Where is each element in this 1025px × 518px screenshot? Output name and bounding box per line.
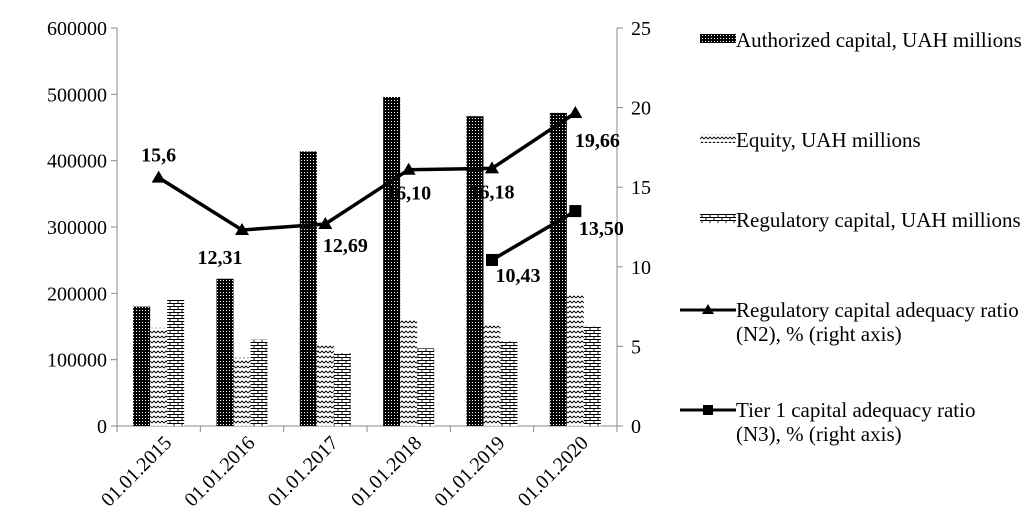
data-label: 19,66 — [575, 130, 620, 152]
x-tick-label: 01.01.2020 — [514, 432, 593, 511]
legend-label: Regulatory capital, UAH millions — [736, 208, 1021, 232]
y2-tick-label: 25 — [631, 18, 651, 40]
bar — [316, 344, 334, 426]
line — [157, 111, 577, 232]
bar — [299, 151, 317, 426]
bar — [167, 299, 185, 426]
bar — [250, 339, 268, 426]
legend-label: Equity, UAH millions — [736, 128, 921, 152]
x-tick-label: 01.01.2015 — [97, 432, 176, 511]
legend-label: Tier 1 capital adequacy ratio (N3), % (r… — [736, 398, 976, 446]
legend-item: Authorized capital, UAH millions — [680, 28, 1025, 52]
y-tick-label: 600000 — [47, 18, 107, 40]
line-marker — [486, 253, 498, 266]
legend-swatch — [680, 405, 736, 415]
chart: 0 100000 200000 300000 400000 500000 600000 0 5 1… — [47, 18, 651, 511]
legend-item: Regulatory capital, UAH millions — [680, 208, 1025, 232]
y2-tick-label: 0 — [631, 416, 641, 438]
bar — [216, 278, 234, 426]
bar — [400, 319, 418, 426]
bar — [566, 293, 584, 426]
bar — [466, 116, 484, 427]
data-label: 12,31 — [198, 247, 243, 269]
y-tick-label: 400000 — [47, 151, 107, 173]
legend-label: Regulatory capital adequacy ratio (N2), … — [736, 298, 1019, 346]
legend-swatch — [700, 214, 736, 223]
y-tick-label: 500000 — [47, 84, 107, 106]
bar — [133, 306, 151, 426]
legend-item: Equity, UAH millions — [680, 128, 1025, 152]
x-tick-label: 01.01.2019 — [430, 432, 509, 511]
y2-tick-label: 10 — [631, 257, 651, 279]
y-tick-label: 300000 — [47, 217, 107, 239]
data-label: 12,69 — [323, 235, 368, 257]
y-tick-label: 0 — [97, 416, 107, 438]
bar — [500, 341, 518, 426]
line-marker — [401, 162, 416, 175]
y-tick-label: 200000 — [47, 283, 107, 305]
x-tick-label: 01.01.2017 — [264, 432, 343, 511]
data-label: 16,10 — [386, 183, 431, 205]
legend-swatch — [700, 134, 736, 143]
line-marker — [235, 223, 249, 236]
bar — [417, 348, 435, 426]
y2-tick-label: 5 — [631, 336, 641, 358]
line-marker — [568, 106, 583, 119]
legend-label: Authorized capital, UAH millions — [736, 28, 1022, 52]
data-label: 16,18 — [470, 181, 515, 203]
legend-swatch — [680, 304, 736, 314]
bar — [233, 357, 251, 426]
bar — [383, 96, 401, 426]
data-label: 10,43 — [496, 265, 541, 287]
legend-swatch — [700, 34, 736, 43]
bar — [549, 112, 567, 426]
data-label: 13,50 — [579, 218, 624, 240]
line — [491, 209, 577, 262]
x-tick-label: 01.01.2016 — [180, 432, 259, 511]
data-label: 15,6 — [141, 145, 176, 167]
y2-tick-label: 15 — [631, 177, 651, 199]
bar — [150, 327, 168, 426]
bar — [483, 323, 501, 426]
line-marker — [151, 170, 166, 183]
bar — [583, 326, 601, 426]
y2-tick-label: 20 — [631, 98, 651, 120]
legend-item: Tier 1 capital adequacy ratio (N3), % (r… — [680, 398, 1025, 446]
line-marker — [318, 216, 333, 229]
bar — [333, 353, 351, 426]
legend-item: Regulatory capital adequacy ratio (N2), … — [680, 298, 1025, 346]
y-tick-label: 100000 — [47, 350, 107, 372]
x-tick-label: 01.01.2018 — [347, 432, 426, 511]
line-marker — [569, 205, 582, 218]
line-marker — [485, 161, 499, 174]
